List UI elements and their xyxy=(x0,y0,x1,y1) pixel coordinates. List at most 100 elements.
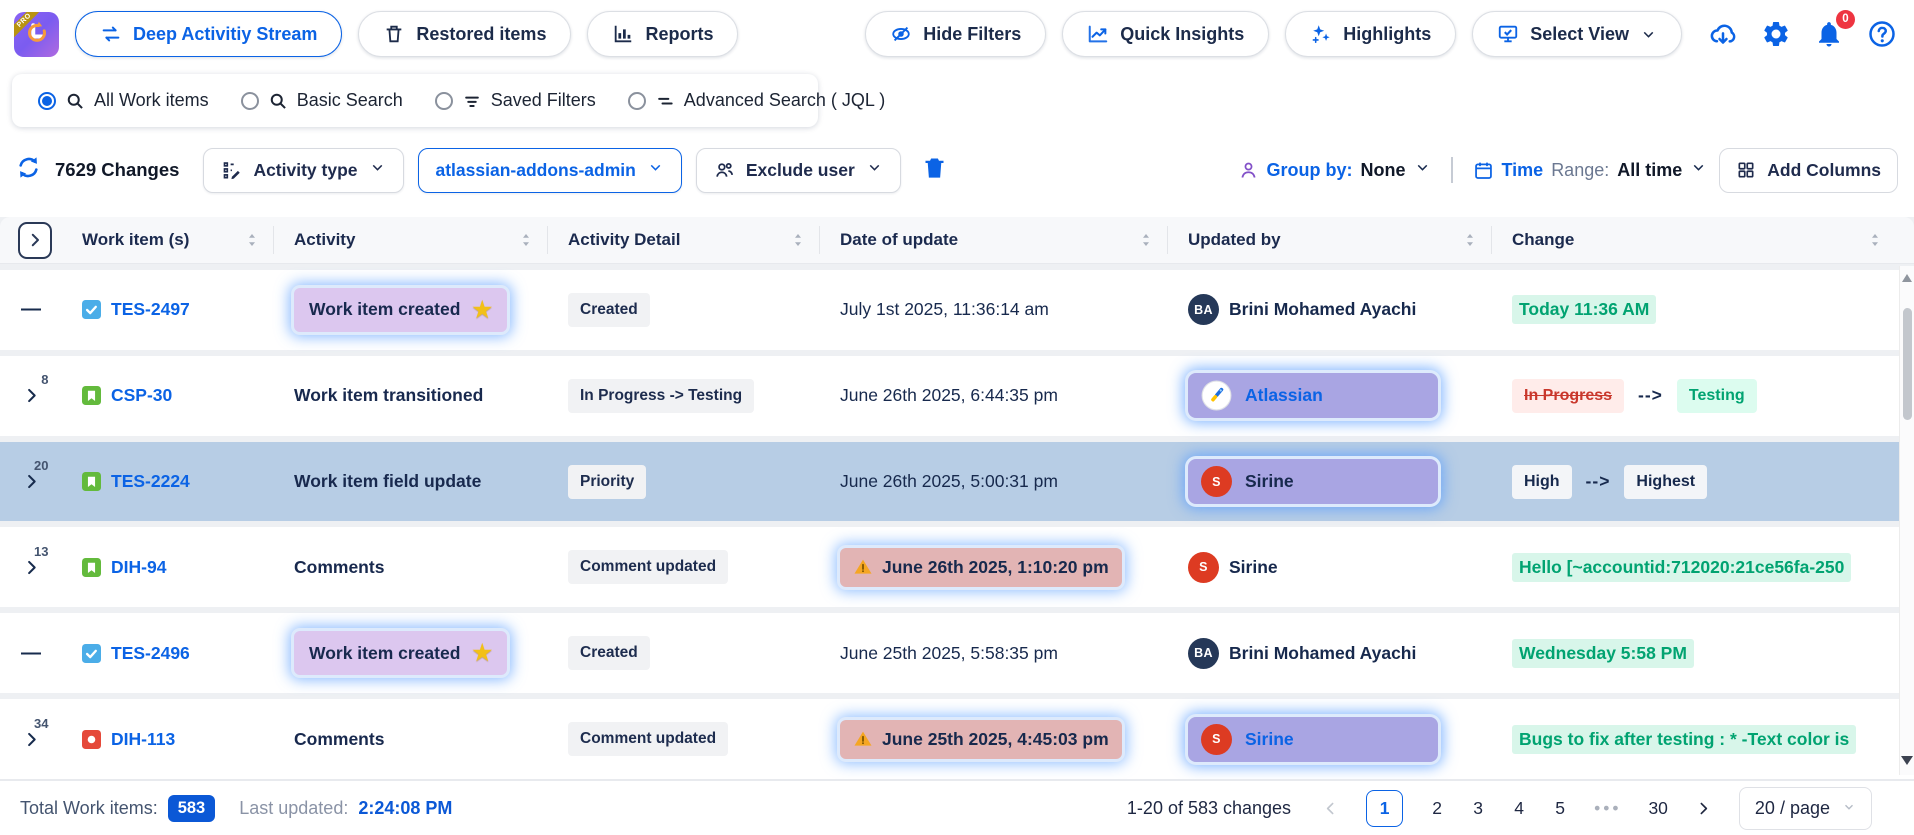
search-mode-saved-filters[interactable]: Saved Filters xyxy=(434,90,596,111)
expand-toggle[interactable]: 8 xyxy=(22,372,49,405)
help-icon[interactable] xyxy=(1867,19,1898,50)
nav-reports[interactable]: Reports xyxy=(587,11,739,57)
user-name: Brini Mohamed Ayachi xyxy=(1229,642,1417,663)
logo-glyph xyxy=(27,21,46,42)
select-view-button[interactable]: Select View xyxy=(1472,11,1682,57)
scroll-down-arrow[interactable] xyxy=(1901,756,1913,765)
radio-button[interactable] xyxy=(240,91,259,110)
page-number-4[interactable]: 4 xyxy=(1514,797,1524,818)
work-item-link[interactable]: TES-2496 xyxy=(111,642,190,663)
work-item-link[interactable]: TES-2224 xyxy=(111,471,190,492)
expand-cell: 8 xyxy=(0,372,62,405)
prev-page-button[interactable] xyxy=(1322,800,1339,817)
cloud-sync-icon[interactable] xyxy=(1708,19,1739,50)
table-row[interactable]: — TES-2497 Work item created ★ Created July 1… xyxy=(0,270,1914,350)
user-filter-dropdown[interactable]: atlassian-addons-admin xyxy=(417,147,682,193)
child-count: 8 xyxy=(41,372,49,388)
page-number-5[interactable]: 5 xyxy=(1555,797,1565,818)
search-mode-all-work-items[interactable]: All Work items xyxy=(38,90,209,111)
radio-label: All Work items xyxy=(94,90,209,110)
add-columns-button[interactable]: Add Columns xyxy=(1719,147,1898,193)
app-logo[interactable]: PRO xyxy=(14,11,59,57)
radio-button[interactable] xyxy=(627,91,646,110)
bug-type-icon xyxy=(82,729,101,749)
table-row[interactable]: 13 DIH-94 Comments Comment updated June 26th… xyxy=(0,527,1914,608)
column-label: Updated by xyxy=(1188,230,1281,249)
expand-cell: 13 xyxy=(0,544,62,577)
page-number-3[interactable]: 3 xyxy=(1473,797,1483,818)
sort-icon[interactable] xyxy=(789,231,807,249)
user-highlight: S Sirine xyxy=(1188,716,1438,762)
page-size-select[interactable]: 20 / page xyxy=(1738,786,1872,830)
work-item-cell: DIH-113 xyxy=(62,729,274,750)
scroll-up-arrow[interactable] xyxy=(1902,274,1912,282)
page-number-2[interactable]: 2 xyxy=(1432,797,1442,818)
exclude-user-dropdown[interactable]: Exclude user xyxy=(695,147,901,193)
work-item-link[interactable]: TES-2497 xyxy=(111,299,190,320)
quick-insights-button[interactable]: Quick Insights xyxy=(1062,11,1270,57)
activity-type-icon xyxy=(224,161,241,179)
work-item-link[interactable]: CSP-30 xyxy=(111,385,173,406)
column-header-activity-detail[interactable]: Activity Detail xyxy=(548,226,820,254)
table-body: — TES-2497 Work item created ★ Created July 1… xyxy=(0,264,1914,779)
sort-icon[interactable] xyxy=(1866,231,1884,249)
nav-deep-activity-stream[interactable]: Deep Activitiy Stream xyxy=(75,11,343,57)
topbar: PRO Deep Activitiy Stream Restored items… xyxy=(0,0,1914,62)
work-item-link[interactable]: DIH-113 xyxy=(111,728,176,749)
column-header-activity[interactable]: Activity xyxy=(274,226,548,254)
activity-text: Comments xyxy=(294,728,385,749)
activity-text: Work item field update xyxy=(294,471,482,492)
nav-restored-items[interactable]: Restored items xyxy=(358,11,572,57)
dropdown-value: atlassian-addons-admin xyxy=(435,159,636,180)
vertical-scrollbar[interactable] xyxy=(1899,266,1914,775)
group-by-control[interactable]: Group by: None xyxy=(1238,159,1431,181)
person-icon xyxy=(1241,162,1255,178)
sort-icon[interactable] xyxy=(243,231,261,249)
activity-detail-cell: Created xyxy=(548,636,820,671)
change-cell: Hello [~accountid:712020:21ce56fa-250 xyxy=(1492,552,1914,582)
table-row[interactable]: 8 CSP-30 Work item transitioned In Progress… xyxy=(0,355,1914,436)
sort-icon[interactable] xyxy=(1137,231,1155,249)
scrollbar-thumb[interactable] xyxy=(1902,308,1912,420)
time-range-control[interactable]: Time Range: All time xyxy=(1473,159,1708,181)
changes-count: 7629 Changes xyxy=(55,159,180,180)
add-columns-label: Add Columns xyxy=(1767,159,1881,180)
sort-icon[interactable] xyxy=(517,231,535,249)
table-row[interactable]: — TES-2496 Work item created ★ Created June 2… xyxy=(0,613,1914,694)
bell-icon[interactable]: 0 xyxy=(1814,9,1855,50)
clear-filters-trash-icon[interactable] xyxy=(921,154,948,186)
work-item-cell: TES-2497 xyxy=(62,299,274,320)
column-header-updated-by[interactable]: Updated by xyxy=(1168,226,1492,254)
highlights-button[interactable]: Highlights xyxy=(1285,11,1457,57)
expand-toggle[interactable]: 20 xyxy=(22,458,49,491)
search-mode-basic-search[interactable]: Basic Search xyxy=(240,90,403,111)
expand-toggle[interactable]: 13 xyxy=(22,544,49,577)
expand-all-button[interactable] xyxy=(18,221,52,259)
next-page-button[interactable] xyxy=(1695,800,1712,817)
table-row[interactable]: 34 DIH-113 Comments Comment updated June 25t… xyxy=(0,699,1914,779)
gear-icon[interactable] xyxy=(1761,19,1792,50)
column-header-change[interactable]: Change xyxy=(1492,226,1914,254)
column-header-work-item[interactable]: Work item (s) xyxy=(62,226,274,254)
page-number-1[interactable]: 1 xyxy=(1366,789,1404,827)
chevron-down-icon xyxy=(1414,159,1431,181)
change-from: In Progress xyxy=(1512,378,1625,413)
sort-icon[interactable] xyxy=(1461,231,1479,249)
column-label: Activity xyxy=(294,230,356,249)
radio-button[interactable] xyxy=(38,91,56,110)
refresh-icon[interactable] xyxy=(16,155,41,185)
search-mode-advanced-search[interactable]: Advanced Search ( JQL ) xyxy=(627,90,885,111)
activity-type-dropdown[interactable]: Activity type xyxy=(203,147,404,193)
hide-filters-button[interactable]: Hide Filters xyxy=(865,11,1047,57)
page-number-30[interactable]: 30 xyxy=(1648,797,1668,818)
table-row[interactable]: 20 TES-2224 Work item field update Priority… xyxy=(0,441,1914,522)
work-item-link[interactable]: DIH-94 xyxy=(111,556,167,577)
radio-button[interactable] xyxy=(434,91,453,110)
change-arrow: --> xyxy=(1585,471,1611,492)
activity-highlight: Work item created ★ xyxy=(294,631,508,676)
total-work-items-label: Total Work items: xyxy=(20,797,158,818)
expand-toggle[interactable]: 34 xyxy=(22,716,49,749)
collapse-toggle[interactable]: — xyxy=(21,298,41,321)
column-header-date[interactable]: Date of update xyxy=(820,226,1168,254)
collapse-toggle[interactable]: — xyxy=(21,641,41,664)
